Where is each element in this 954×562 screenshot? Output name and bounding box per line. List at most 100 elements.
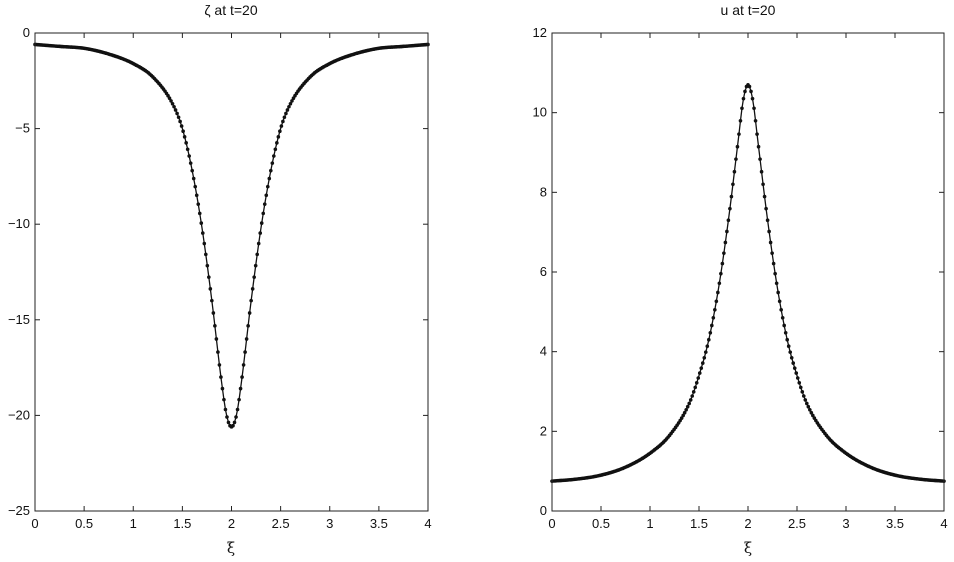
data-point-marker [273,147,278,152]
plot-zeta: ζ at t=20 0 0.5 1 1.5 2 2.5 3 3.5 4 −25 −20 −15 −10 −… [8,2,432,557]
x-tick-label: 0 [31,516,38,531]
data-point-marker [693,385,698,390]
data-point-marker [225,415,229,419]
data-point-marker [801,394,806,398]
data-point-marker [213,324,217,328]
data-point-marker [275,141,279,145]
data-point-marker [255,252,259,257]
data-point-marker [681,413,685,418]
x-tick-label: 2 [744,516,751,531]
y-tick-label: −20 [8,407,30,422]
data-point-marker [169,99,173,103]
data-point-marker [175,111,179,116]
data-point-marker [716,290,720,295]
data-point-marker [764,206,768,211]
x-tick-label: 3.5 [886,516,904,531]
data-point-marker [226,420,231,425]
data-point-marker [759,169,764,174]
data-point-marker [747,84,752,89]
y-tick-label: −25 [8,503,30,518]
data-point-marker [734,157,738,161]
data-point-marker [797,380,802,385]
data-point-marker [252,275,256,279]
x-tick-label: 1.5 [690,516,708,531]
data-point-marker [205,263,210,268]
x-tick-label: 0.5 [75,516,93,531]
data-point-marker [685,404,690,409]
data-point-marker [267,176,272,181]
data-point-marker [783,330,788,335]
data-point-marker [167,96,172,101]
data-point-marker [717,281,722,286]
data-point-marker [792,366,797,370]
data-point-marker [808,408,812,412]
data-point-marker [185,147,190,152]
data-point-marker [249,298,253,303]
y-tick-label: 10 [533,105,547,120]
y-tick-label: 6 [540,264,547,279]
data-point-marker [214,337,219,341]
data-point-marker [779,307,783,312]
data-point-marker [776,290,780,295]
data-point-marker [256,241,261,246]
data-point-marker [199,221,204,225]
data-point-marker [719,271,723,276]
data-point-marker [774,281,779,286]
data-point-marker [176,115,181,120]
data-point-marker [777,299,782,304]
y-tick-label: 8 [540,184,547,199]
data-point-marker [688,398,693,402]
data-point-marker [767,229,771,234]
plot-u: u at t=20 0 0.5 1 1.5 2 2.5 3 3.5 4 0 2 4 6 8 10 12 ξ [533,2,948,557]
data-point-marker [788,350,793,354]
x-tick-label: 2.5 [272,516,290,531]
xlabel-u: ξ [744,539,752,557]
data-point-marker [780,316,785,320]
data-point-marker [791,361,796,365]
data-point-marker [705,344,710,348]
data-point-marker [172,104,176,109]
data-point-marker [765,218,770,223]
data-point-marker [200,231,205,235]
data-point-marker [803,398,808,402]
y-tick-label: 0 [540,503,547,518]
data-point-marker [786,344,791,348]
data-point-marker [258,231,263,235]
ticks-u: 0 0.5 1 1.5 2 2.5 3 3.5 4 0 2 4 6 8 10 12 [533,25,948,531]
y-tick-label: 4 [540,344,547,359]
data-point-marker [220,386,225,391]
data-point-marker [806,404,811,409]
data-point-marker [244,337,249,341]
data-point-marker [785,337,789,342]
data-point-marker [738,118,743,123]
data-point-marker [713,307,717,312]
x-tick-label: 1 [646,516,653,531]
data-point-marker [735,144,740,149]
data-point-marker [276,135,281,139]
title-u: u at t=20 [721,2,776,18]
data-point-marker [699,366,704,370]
axes-box-u [551,32,945,512]
marks-zeta [33,42,430,429]
x-tick-label: 3 [326,516,333,531]
series-markers [550,82,946,483]
data-point-marker [238,386,243,391]
data-point-marker [243,350,247,354]
data-point-marker [187,154,191,158]
data-point-marker [768,240,773,245]
x-tick-label: 3 [842,516,849,531]
axes-box-zeta [34,32,429,512]
data-point-marker [237,397,241,402]
data-point-marker [246,324,250,328]
ticks-zeta: 0 0.5 1 1.5 2 2.5 3 3.5 4 −25 −20 −15 −10 −5 0 [8,25,432,531]
data-point-marker [285,108,290,112]
data-point-marker [731,182,735,187]
data-point-marker [708,330,713,335]
y-tick-label: 0 [23,25,30,40]
data-point-marker [770,251,774,255]
data-point-marker [241,363,246,367]
data-point-marker [752,106,756,111]
data-point-marker [690,394,695,398]
data-point-marker [196,202,201,206]
